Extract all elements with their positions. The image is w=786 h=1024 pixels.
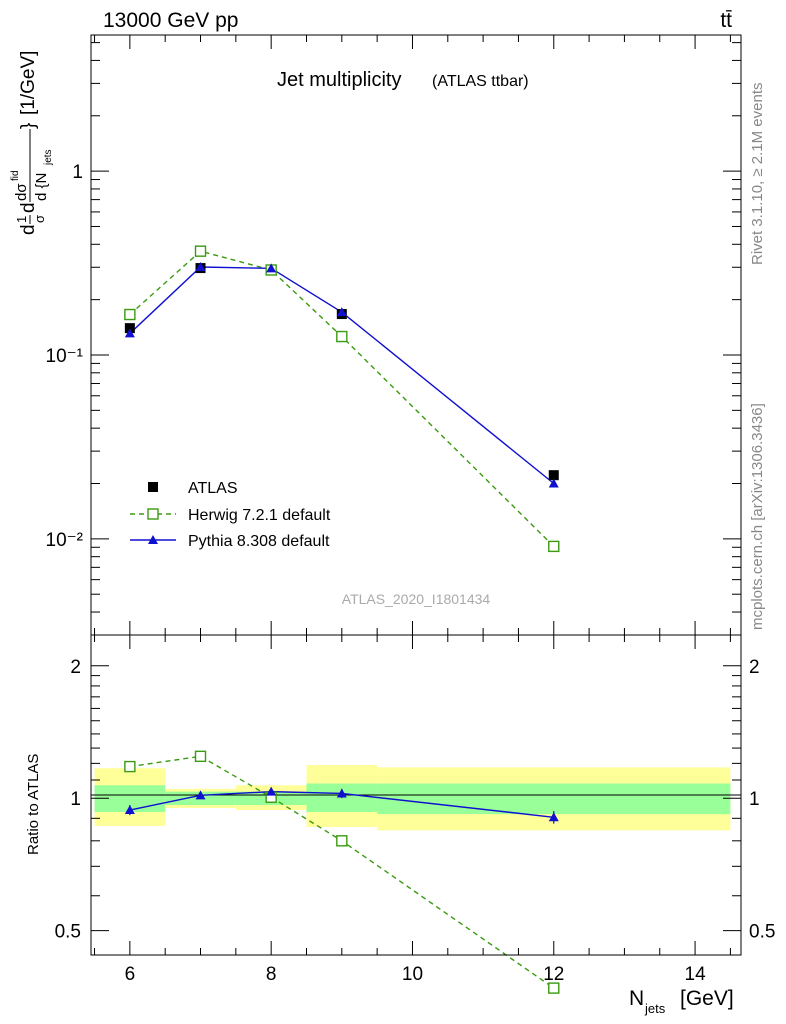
pythia-point — [266, 263, 277, 273]
svg-text:N: N — [629, 987, 644, 1010]
legend-marker-pythia — [148, 535, 158, 544]
herwig-point — [124, 308, 136, 321]
svg-text:σ: σ — [32, 215, 47, 223]
pythia-point — [124, 328, 135, 338]
pythia-point — [195, 262, 206, 272]
pythia-line — [129, 266, 555, 485]
main-panel: 1 10⁻¹ 10⁻² Jet multiplicity (ATLAS ttbar)… — [46, 34, 742, 636]
mcplots-label: mcplots.cern.ch [arXiv:1306.3436] — [749, 403, 766, 630]
ratio-herwig-point — [194, 750, 207, 763]
ratio-panel: 6 8 10 12 140.5 0.51 12 2 Ratio to ATLAS — [25, 634, 775, 994]
ratio-pythia-point — [336, 788, 347, 798]
legend-marker-herwig — [147, 508, 159, 520]
ratio-pythia-point — [548, 812, 559, 822]
ratio-herwig-point — [336, 835, 348, 847]
main-y-tick-label: 1 — [72, 162, 83, 183]
main-y-tick-label: 10⁻² — [46, 530, 84, 551]
ratio-herwig-point — [548, 982, 560, 994]
main-title: Jet multiplicity — [277, 69, 401, 91]
main-series-layer — [124, 245, 560, 553]
legend-label: Pythia 8.308 default — [188, 533, 330, 550]
x-axis-unit: [GeV] — [680, 987, 734, 1010]
herwig-point — [336, 330, 348, 343]
atlas-point — [548, 470, 559, 481]
svg-text:jets: jets — [644, 1001, 666, 1016]
ratio-y-tick-label: 0.5 — [55, 922, 81, 943]
ratio-panel-frame — [90, 634, 742, 956]
ratio-pythia-point — [266, 786, 277, 796]
svg-text:d {N: d {N — [33, 173, 50, 201]
legend: ATLAS Herwig 7.2.1 default Pythia 8.308 de… — [130, 480, 331, 550]
main-axis-ticks: 1 10⁻¹ 10⁻² — [46, 35, 741, 636]
main-y-axis-label: d 1 σ d dσ fid d {N jets } [1/GeV] — [10, 51, 54, 235]
ratio-band-inner — [377, 783, 731, 815]
legend-marker-atlas — [148, 482, 158, 492]
header-energy: 13000 GeV pp — [103, 9, 238, 32]
svg-text:fid: fid — [10, 170, 21, 181]
main-y-unit: [1/GeV] — [18, 51, 39, 115]
main-subtitle: (ATLAS ttbar) — [432, 73, 529, 90]
x-tick-label: 8 — [266, 964, 277, 985]
x-tick-label: 6 — [125, 964, 136, 985]
pythia-point — [548, 478, 559, 488]
svg-text:jets: jets — [43, 149, 54, 166]
pythia-point — [336, 307, 347, 317]
header-process: tt̄ — [720, 9, 732, 32]
x-axis-label: N jets [GeV] — [629, 987, 734, 1016]
ratio-y-tick-label: 2 — [70, 657, 81, 678]
main-y-tick-label: 10⁻¹ — [46, 346, 84, 367]
ratio-y-tick-label-right: 2 — [749, 657, 760, 678]
x-tick-label: 12 — [543, 964, 564, 985]
svg-text:}: } — [18, 123, 39, 129]
ratio-y-axis-label: Ratio to ATLAS — [25, 754, 42, 855]
ratio-pythia-point — [195, 790, 206, 800]
ratio-herwig-point — [124, 760, 136, 773]
herwig-point — [194, 245, 207, 257]
x-tick-label: 14 — [685, 964, 707, 985]
ratio-series-layer — [124, 750, 560, 994]
ratio-axis-ticks: 6 8 10 12 140.5 0.51 12 2 — [55, 635, 775, 985]
watermark: ATLAS_2020_I1801434 — [342, 591, 491, 607]
svg-text:d: d — [18, 202, 39, 213]
atlas-point — [124, 323, 135, 334]
ratio-y-tick-label-right: 0.5 — [749, 922, 775, 943]
herwig-point — [548, 540, 560, 553]
ratio-y-tick-label-right: 1 — [749, 789, 760, 810]
legend-label: ATLAS — [188, 480, 238, 497]
herwig-line — [129, 250, 555, 547]
legend-label: Herwig 7.2.1 default — [188, 507, 331, 524]
svg-text:1: 1 — [14, 216, 29, 223]
ratio-pythia-point — [124, 805, 135, 815]
x-tick-label: 10 — [402, 964, 423, 985]
rivet-label: Rivet 3.1.10, ≥ 2.1M events — [749, 83, 766, 266]
svg-text:dσ: dσ — [13, 183, 30, 201]
ratio-y-tick-label: 1 — [70, 789, 81, 810]
svg-text:d: d — [18, 224, 39, 235]
